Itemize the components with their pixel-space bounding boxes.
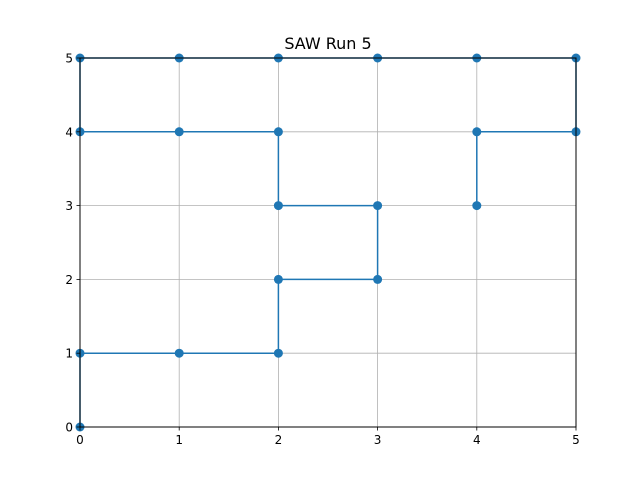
y-axis: 0 1 2 3 4 5 <box>65 52 80 435</box>
data-point <box>273 201 283 211</box>
series-line <box>79 57 577 427</box>
y-tick-label: 4 <box>65 125 73 139</box>
x-axis: 0 1 2 3 4 5 <box>76 427 580 447</box>
grid-lines <box>79 57 577 428</box>
data-point <box>273 127 283 137</box>
data-point <box>373 274 383 284</box>
series-group <box>75 53 581 432</box>
y-tick-label: 5 <box>65 52 73 66</box>
data-point <box>174 127 184 137</box>
data-point <box>273 274 283 284</box>
data-point <box>174 348 184 358</box>
x-tick-label: 3 <box>374 433 382 447</box>
chart-title: SAW Run 5 <box>284 34 371 53</box>
x-tick-label: 5 <box>572 433 580 447</box>
plot-frame <box>79 57 577 428</box>
x-tick-label: 2 <box>275 433 283 447</box>
data-point <box>373 201 383 211</box>
data-point <box>472 201 482 211</box>
y-tick-label: 2 <box>65 273 73 287</box>
data-point <box>273 348 283 358</box>
x-tick-label: 1 <box>175 433 183 447</box>
x-tick-label: 0 <box>76 433 84 447</box>
y-tick-label: 1 <box>65 347 73 361</box>
data-point <box>472 127 482 137</box>
y-tick-label: 0 <box>65 421 73 435</box>
y-tick-label: 3 <box>65 199 73 213</box>
x-tick-label: 4 <box>473 433 481 447</box>
